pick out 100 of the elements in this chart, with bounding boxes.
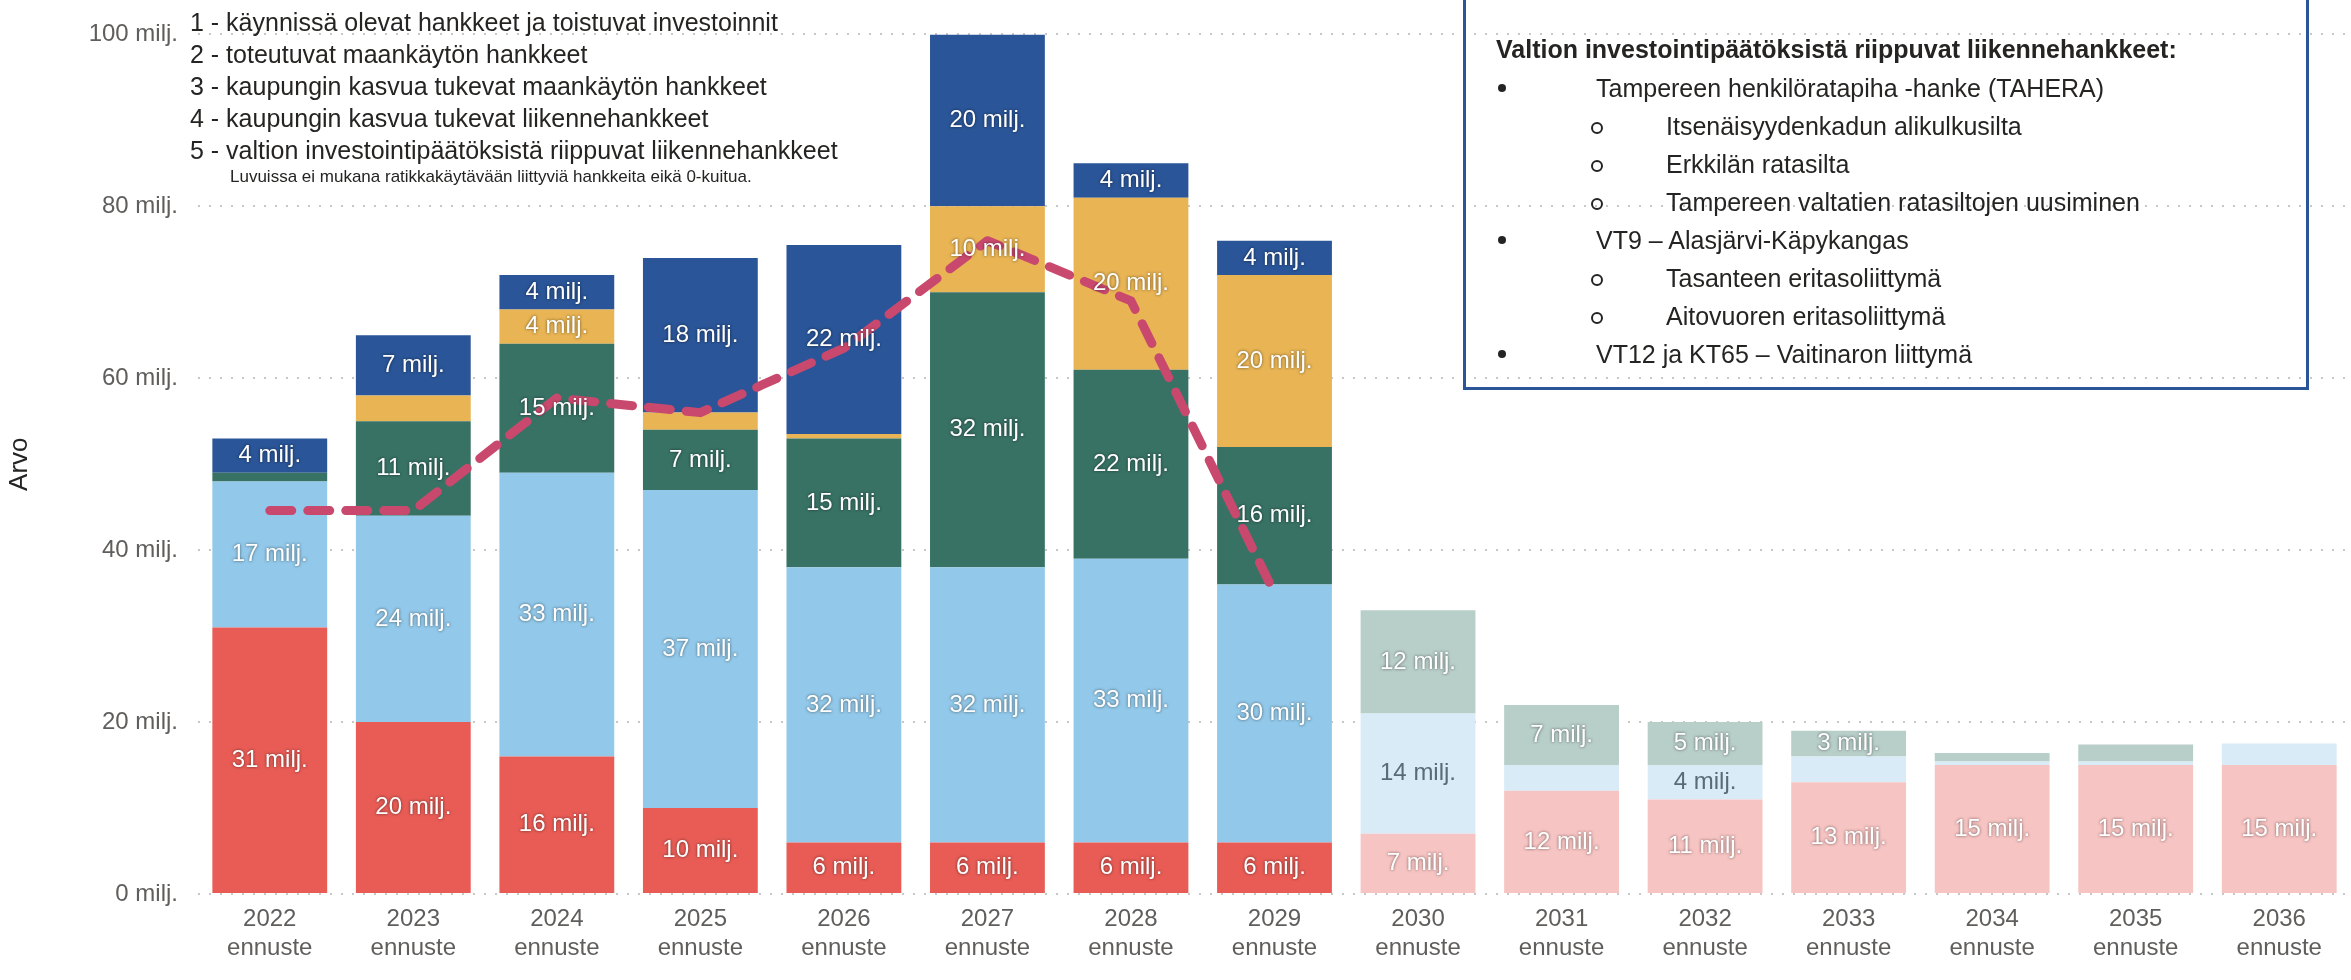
bar [212,481,328,628]
annotation: 4 - kaupungin kasvua tukevat liikennehankkeet [190,103,710,134]
bar [499,472,615,757]
data-label: 6 milj. [1099,852,1163,880]
bar [2221,765,2337,893]
x-tick-label: 2024 ennuste [514,904,600,960]
data-label: 15 milj. [2097,813,2174,841]
data-label: 5 milj. [1673,728,1737,756]
bar [1073,197,1189,370]
bar [212,438,328,473]
data-label: 32 milj. [805,689,882,717]
annotation: Valtion investointipäätöksistä riippuvat liikennehankkeet: [1496,34,2178,65]
annotation: Tasanteen eritasoliittymä [1666,264,1942,292]
bar [1073,369,1189,559]
annotation: Luvuissa ei mukana ratikkakäytävään liittyviä hankkeita eikä 0-kuitua. [229,166,753,188]
bar [1360,833,1476,893]
bar [642,489,758,809]
bar [786,438,902,568]
bar [930,567,1045,843]
bar [642,257,758,413]
bar [1073,163,1189,198]
annotation: 2 - toteutuvat maankäytön hankkeet [190,39,589,70]
bar [786,567,902,843]
bar [1217,275,1332,448]
data-label: 4 milj. [1673,766,1737,794]
annotation: Tampereen henkilöratapiha -hanke (TAHERA) [1596,74,2105,102]
data-label: 4 milj. [1099,165,1163,193]
data-label: 3 milj. [1817,728,1880,756]
data-label: 17 milj. [231,539,308,567]
bar [499,343,615,473]
data-label: 22 milj. [1092,448,1169,476]
data-label: 33 milj. [1092,685,1169,713]
data-label: 20 milj. [375,792,452,820]
y-tick-label: 20 milj. [101,706,178,734]
bar [642,412,758,430]
bar [1934,765,2050,893]
x-tick-label: 2023 ennuste [370,904,456,960]
y-tick-label: 40 milj. [101,534,178,562]
x-tick-label: 2031 ennuste [1518,904,1605,960]
data-label: 30 milj. [1236,698,1313,726]
data-label: 13 milj. [1810,822,1887,850]
annotation: Itsenäisyydenkadun alikulkusilta [1666,112,2022,140]
data-label: 6 milj. [1243,852,1306,880]
data-label: 11 milj. [376,453,451,481]
bar [1217,447,1332,585]
x-tick-label: 2030 ennuste [1375,904,1461,960]
data-label: 33 milj. [518,599,595,627]
data-label: 7 milj. [1386,848,1450,876]
data-label: 4 milj. [525,276,589,304]
bar [930,34,1045,207]
annotation: 5 - valtion investointipäätöksistä riippuvat liikennehankkeet [190,135,838,166]
bar [1073,842,1189,893]
bar [212,472,328,482]
data-label: 15 milj. [2241,813,2318,841]
bar [1647,722,1763,766]
bar [1791,782,1907,893]
annotation: Erkkilän ratasilta [1666,150,1850,178]
bar [2078,765,2194,893]
annotation: 3 - kaupungin kasvua tukevat maankäytön hankkeet [190,71,768,102]
data-label: 37 milj. [662,633,739,661]
data-label: 4 milj. [238,440,302,468]
data-label: 6 milj. [812,852,876,880]
x-tick-label: 2028 ennuste [1088,904,1174,960]
data-label: 20 milj. [949,104,1026,132]
bar [355,722,471,893]
data-label: 20 milj. [1236,345,1313,373]
y-tick-label: 80 milj. [101,190,178,218]
bar [1504,790,1619,893]
bar [930,842,1045,893]
bar [355,515,471,723]
bar [786,245,902,435]
bar [1217,584,1332,843]
data-label: 16 milj. [518,809,595,837]
data-label: 10 milj. [662,835,739,863]
y-tick-label: 100 milj. [88,19,178,47]
x-tick-label: 2029 ennuste [1231,904,1318,960]
bar [1217,842,1332,893]
x-tick-label: 2033 ennuste [1805,904,1892,960]
y-axis-title: Arvo [2,437,33,491]
annotation: Aitovuoren eritasoliittymä [1666,302,1946,330]
annotation: Tampereen valtatien ratasiltojen uusiminen [1666,188,2140,216]
data-label: 15 milj. [1954,813,2031,841]
bar [786,434,902,439]
bar [1934,753,2050,762]
data-label: 14 milj. [1380,758,1457,786]
data-label: 11 milj. [1667,830,1743,858]
data-label: 4 milj. [1243,242,1306,270]
data-label: 24 milj. [375,603,452,631]
annotation: VT9 – Alasjärvi-Käpykangas [1596,226,1909,254]
annotation: 1 - käynnissä olevat hankkeet ja toistuvat investoinnit [190,7,779,38]
x-tick-label: 2035 ennuste [2093,904,2179,960]
data-label: 12 milj. [1523,826,1600,854]
x-tick-label: 2032 ennuste [1662,904,1748,960]
bar [1360,713,1476,834]
data-label: 12 milj. [1380,646,1457,674]
x-tick-label: 2025 ennuste [657,904,744,960]
y-tick-label: 60 milj. [101,362,178,390]
x-tick-label: 2036 ennuste [2236,904,2322,960]
bar [499,756,615,893]
x-tick-label: 2027 ennuste [944,904,1031,960]
